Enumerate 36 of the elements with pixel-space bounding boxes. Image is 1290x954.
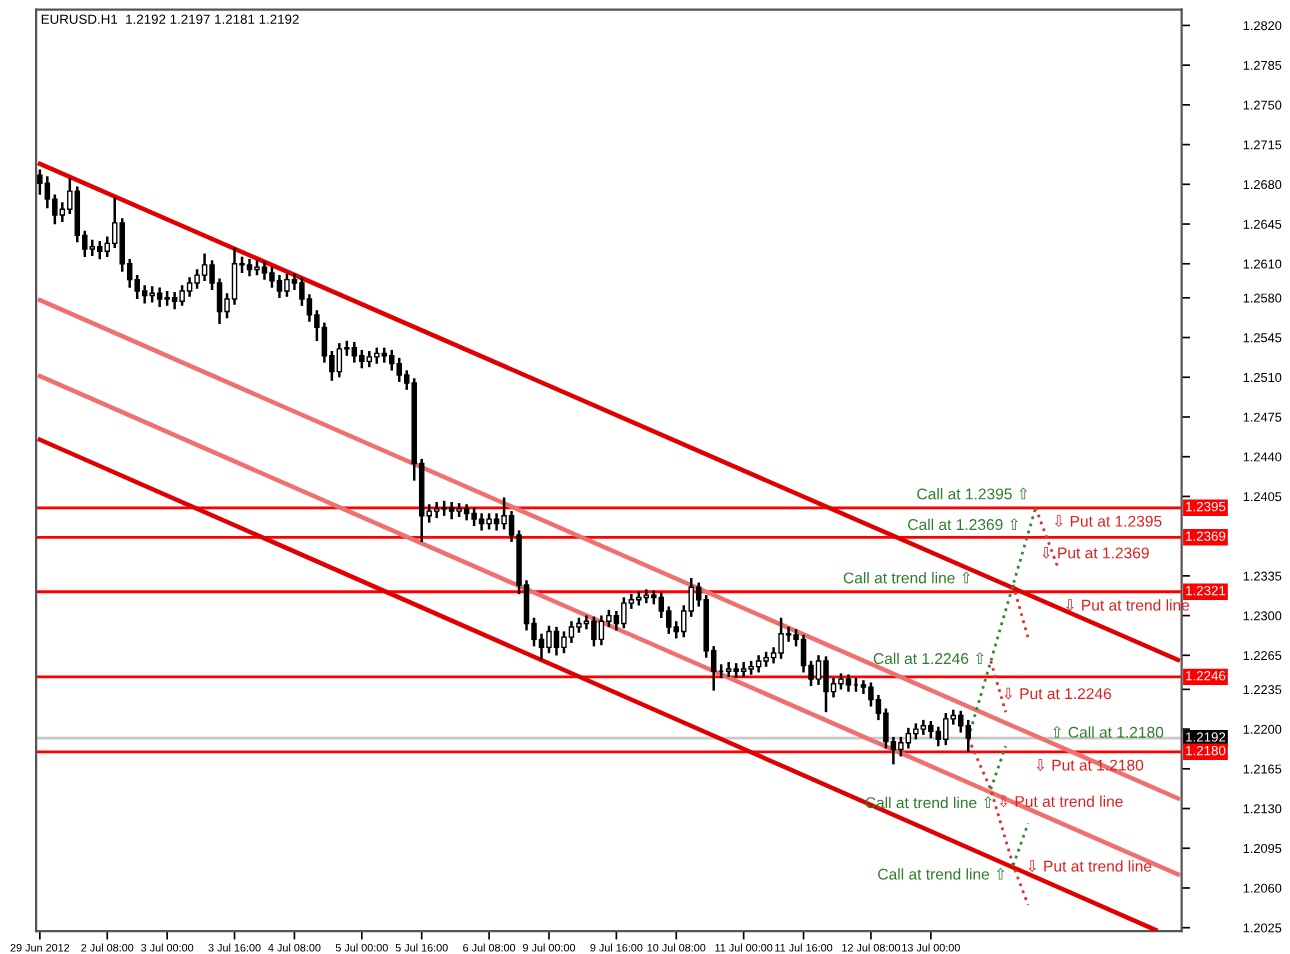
candlestick [598,615,605,646]
candlestick [156,287,163,308]
candlestick [920,719,927,735]
candlestick [141,285,148,304]
candlestick [448,501,455,520]
candlestick [396,357,402,382]
candlestick [778,617,784,659]
candlestick [336,343,343,378]
candlestick [591,616,597,647]
candlestick [546,625,552,654]
candlestick [815,655,822,685]
candlestick [179,285,185,306]
candlestick [351,341,358,363]
candlestick [89,239,96,256]
candlestick [568,621,575,643]
candlestick [823,656,829,713]
candlestick [800,634,807,673]
candlestick [276,275,283,298]
candlestick [74,186,81,243]
candlestick [621,597,627,629]
candlestick [553,626,560,656]
candlestick [860,680,867,695]
candlestick [44,176,51,209]
candlestick [171,292,178,310]
candlestick [284,273,290,297]
candlestick [433,501,440,519]
candlestick [493,513,500,531]
candlestick [643,589,650,604]
candlestick [231,247,238,305]
candlestick [501,497,507,530]
candlestick [965,719,972,752]
candlestick [478,513,485,531]
candlestick [201,253,208,281]
candlestick [943,713,949,746]
candlestick [740,662,747,677]
candlestick [725,662,732,677]
